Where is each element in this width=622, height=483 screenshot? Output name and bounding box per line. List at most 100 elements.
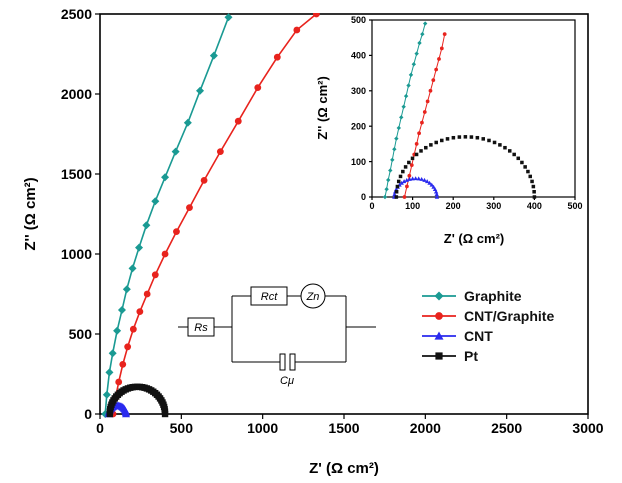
legend-marker (435, 352, 443, 360)
y-tick-label: 0 (84, 406, 92, 422)
legend-item: Pt (422, 348, 478, 364)
data-point (413, 176, 418, 181)
data-point (498, 143, 502, 147)
data-point (516, 156, 521, 161)
series-graphite (101, 13, 233, 418)
data-point (427, 180, 432, 185)
data-point (409, 163, 414, 168)
main-x-axis-label: Z' (Ω cm²) (309, 460, 379, 477)
data-point (417, 131, 421, 136)
cmu-capacitor-plate-left (279, 353, 286, 371)
data-point (419, 149, 423, 153)
data-point (403, 93, 409, 99)
data-point (414, 152, 419, 157)
y-tick-label: 300 (351, 86, 366, 96)
x-tick-label: 200 (446, 201, 461, 211)
equivalent-circuit-diagram: Rs Rct Zn Cμ (178, 283, 376, 387)
x-tick-label: 2500 (491, 420, 522, 436)
data-point (481, 137, 486, 141)
x-tick-label: 500 (170, 420, 194, 436)
data-point (390, 157, 395, 163)
x-tick-label: 2000 (410, 420, 441, 436)
legend-item: CNT/Graphite (422, 308, 554, 324)
data-point (410, 156, 415, 161)
data-point (394, 136, 399, 141)
data-point (396, 125, 401, 131)
data-point (196, 86, 205, 95)
data-point (173, 228, 180, 236)
data-point (422, 110, 427, 114)
data-point (392, 192, 397, 197)
data-point (392, 147, 397, 152)
data-point (422, 21, 428, 26)
data-point (122, 285, 131, 294)
data-point (161, 173, 170, 182)
data-point (475, 135, 480, 140)
data-point (394, 189, 399, 194)
x-tick-label: 1000 (247, 420, 278, 436)
data-point (401, 169, 405, 174)
inset-series-group (382, 21, 537, 200)
x-tick-label: 0 (96, 420, 104, 436)
y-tick-label: 500 (69, 326, 93, 342)
data-point (424, 145, 428, 150)
data-point (382, 194, 388, 200)
data-point (399, 180, 404, 185)
x-tick-label: 3000 (572, 420, 603, 436)
inset-x-axis: 0 100 200 300 400 500 (369, 197, 583, 211)
legend-label: Graphite (464, 288, 522, 304)
data-point (532, 189, 536, 194)
data-point (403, 165, 408, 169)
data-point (434, 140, 438, 145)
data-point (401, 104, 406, 109)
series-pt (394, 135, 537, 199)
data-point (122, 410, 131, 418)
data-point (531, 184, 536, 189)
y-tick-label: 2000 (61, 86, 92, 102)
data-point (530, 179, 534, 184)
data-point (200, 177, 208, 184)
data-point (384, 187, 389, 192)
data-point (151, 271, 159, 279)
data-point (105, 368, 114, 377)
data-point (136, 308, 144, 315)
main-y-axis-label: Z'' (Ω cm²) (22, 177, 39, 250)
data-point (523, 165, 527, 169)
data-point (135, 243, 144, 252)
data-point (492, 140, 497, 145)
main-series-group (101, 13, 320, 418)
cmu-capacitor-plate-right (289, 353, 296, 371)
data-point (410, 176, 415, 181)
data-point (402, 195, 407, 199)
series-line (104, 16, 230, 415)
legend-marker (434, 291, 444, 301)
data-point (445, 137, 450, 141)
data-point (463, 135, 468, 139)
data-point (171, 147, 180, 156)
data-point (183, 118, 192, 127)
data-point (526, 169, 530, 174)
legend: Graphite CNT/Graphite CNT Pt (422, 288, 554, 364)
data-point (451, 135, 456, 140)
data-point (469, 135, 474, 139)
data-point (386, 177, 391, 183)
data-point (434, 192, 439, 197)
data-point (429, 182, 434, 187)
data-point (394, 195, 399, 199)
data-point (395, 184, 400, 189)
data-point (422, 177, 427, 182)
data-point (273, 53, 281, 61)
data-point (405, 184, 409, 189)
x-tick-label: 0 (369, 201, 374, 211)
data-point (434, 67, 439, 72)
data-point (117, 306, 126, 314)
data-point (129, 325, 137, 333)
data-point (420, 31, 425, 37)
data-point (407, 173, 412, 178)
legend-label: Pt (464, 348, 478, 364)
data-point (440, 138, 444, 143)
data-point (186, 204, 193, 212)
data-point (439, 46, 444, 51)
data-point (224, 13, 233, 22)
